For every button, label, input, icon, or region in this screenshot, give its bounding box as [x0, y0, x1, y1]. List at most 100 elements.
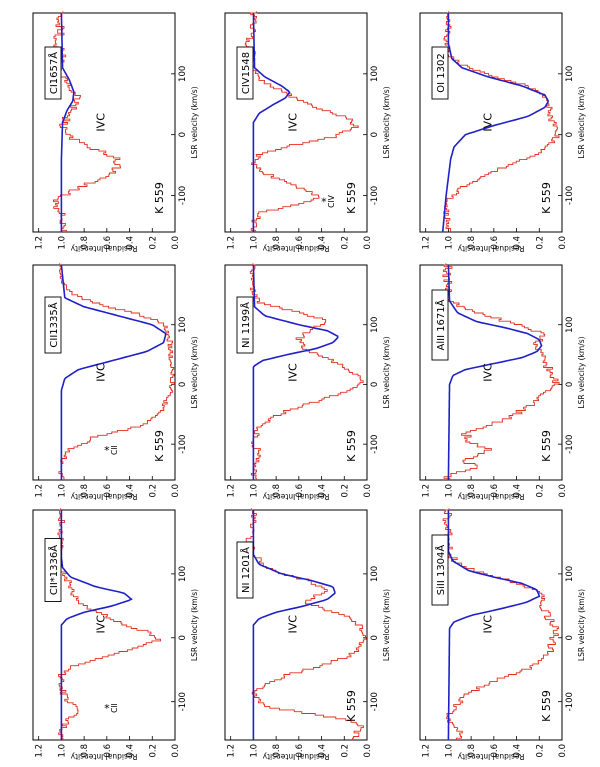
intensity-tick-label: 0.2 — [148, 744, 158, 758]
intensity-axis-label: Residual Intensity — [262, 752, 329, 761]
intensity-tick-label: 0.6 — [490, 236, 500, 250]
velocity-tick-label: 100 — [178, 66, 188, 82]
intensity-tick-label: 0.2 — [535, 236, 545, 250]
intensity-tick-label: 0.0 — [558, 484, 568, 498]
star-marker: * — [104, 444, 110, 457]
fit-model-line — [441, 13, 549, 233]
ion-label: CIV1548 — [241, 52, 252, 94]
intensity-tick-label: 0.2 — [340, 744, 350, 758]
velocity-axis-label: LSR velocity (km/s) — [190, 589, 199, 661]
intensity-tick-label: 0.0 — [363, 744, 373, 758]
intensity-tick-label: 0.4 — [318, 484, 328, 498]
intensity-tick-label: 0.0 — [363, 484, 373, 498]
intensity-tick-label: 1.0 — [57, 236, 67, 250]
ion-label: NI 1201Å — [239, 547, 252, 593]
velocity-tick-label: 0 — [370, 132, 380, 137]
plot-frame — [224, 12, 368, 233]
velocity-tick-label: 100 — [178, 566, 188, 582]
intensity-tick-label: 0.2 — [535, 744, 545, 758]
intensity-tick-label: 1.2 — [35, 744, 45, 758]
velocity-tick-label: 0 — [178, 635, 188, 640]
ion-label: CI1657Å — [47, 52, 60, 94]
intensity-tick-label: 0.0 — [171, 236, 181, 250]
intensity-tick-label: 0.6 — [490, 744, 500, 758]
observed-spectrum-line — [53, 11, 121, 232]
intensity-tick-label: 0.6 — [103, 484, 113, 498]
target-label: K 559 — [540, 690, 553, 722]
velocity-tick-label: -100 — [370, 692, 380, 711]
intensity-tick-label: 0.4 — [126, 744, 136, 758]
intensity-tick-label: 1.0 — [57, 744, 67, 758]
intensity-tick-label: 0.4 — [318, 744, 328, 758]
intensity-tick-label: 0.8 — [272, 484, 282, 498]
velocity-tick-label: -100 — [178, 692, 188, 711]
intensity-tick-label: 1.0 — [444, 484, 454, 498]
plot-frame — [224, 509, 368, 741]
velocity-axis-label: LSR velocity (km/s) — [382, 86, 391, 158]
intensity-tick-label: 0.2 — [340, 236, 350, 250]
star-annotation: CIV — [327, 194, 336, 207]
velocity-tick-label: 100 — [565, 317, 575, 333]
ivc-annotation: IVC — [287, 615, 300, 634]
intensity-tick-label: 0.0 — [558, 744, 568, 758]
intensity-tick-label: 0.6 — [295, 744, 305, 758]
ivc-annotation: IVC — [482, 363, 495, 382]
intensity-tick-label: 1.2 — [35, 236, 45, 250]
intensity-tick-label: 1.2 — [227, 236, 237, 250]
velocity-tick-label: 100 — [565, 566, 575, 582]
intensity-tick-label: 0.8 — [272, 744, 282, 758]
velocity-axis-label: LSR velocity (km/s) — [577, 86, 586, 158]
intensity-tick-label: 0.8 — [80, 236, 90, 250]
fit-model-line — [60, 13, 75, 232]
velocity-tick-label: 100 — [178, 317, 188, 333]
intensity-tick-label: 0.4 — [318, 236, 328, 250]
intensity-tick-label: 1.2 — [227, 744, 237, 758]
intensity-tick-label: 0.8 — [467, 484, 477, 498]
ion-label-box — [431, 534, 449, 606]
velocity-axis-label: LSR velocity (km/s) — [190, 336, 199, 408]
intensity-tick-label: 0.8 — [80, 744, 90, 758]
velocity-tick-label: 100 — [370, 317, 380, 333]
velocity-axis-label: LSR velocity (km/s) — [190, 86, 199, 158]
intensity-axis-label: Residual Intensity — [457, 492, 524, 501]
intensity-tick-label: 0.2 — [148, 484, 158, 498]
velocity-tick-label: 0 — [565, 635, 575, 640]
plot-frame — [419, 509, 563, 741]
ion-label-box — [236, 46, 254, 100]
intensity-tick-label: 0.0 — [171, 744, 181, 758]
intensity-tick-label: 1.0 — [249, 236, 259, 250]
ion-label: OI 1302 — [436, 53, 447, 92]
star-annotation: CII — [110, 445, 119, 455]
intensity-tick-label: 0.6 — [295, 484, 305, 498]
ivc-annotation: IVC — [287, 113, 300, 132]
velocity-tick-label: 0 — [565, 132, 575, 137]
intensity-tick-label: 0.0 — [558, 236, 568, 250]
velocity-tick-label: -100 — [565, 435, 575, 454]
intensity-axis-label: Residual Intensity — [70, 492, 137, 501]
target-label: K 559 — [345, 182, 358, 214]
ion-label: NI 1199Å — [239, 302, 252, 348]
velocity-tick-label: 0 — [178, 382, 188, 387]
velocity-tick-label: -100 — [370, 435, 380, 454]
intensity-tick-label: 0.6 — [103, 236, 113, 250]
target-label: K 559 — [153, 430, 166, 462]
ion-label-box — [44, 46, 62, 100]
ivc-annotation: IVC — [95, 363, 108, 382]
intensity-tick-label: 0.2 — [535, 484, 545, 498]
ivc-annotation: IVC — [482, 615, 495, 634]
velocity-tick-label: 100 — [370, 66, 380, 82]
target-label: K 559 — [540, 430, 553, 462]
target-label: K 559 — [345, 690, 358, 722]
intensity-tick-label: 1.2 — [422, 236, 432, 250]
fit-model-line — [60, 264, 167, 480]
velocity-tick-label: 100 — [370, 566, 380, 582]
fit-model-line — [252, 265, 339, 480]
velocity-axis-label: LSR velocity (km/s) — [382, 589, 391, 661]
ion-label-box — [431, 289, 449, 361]
